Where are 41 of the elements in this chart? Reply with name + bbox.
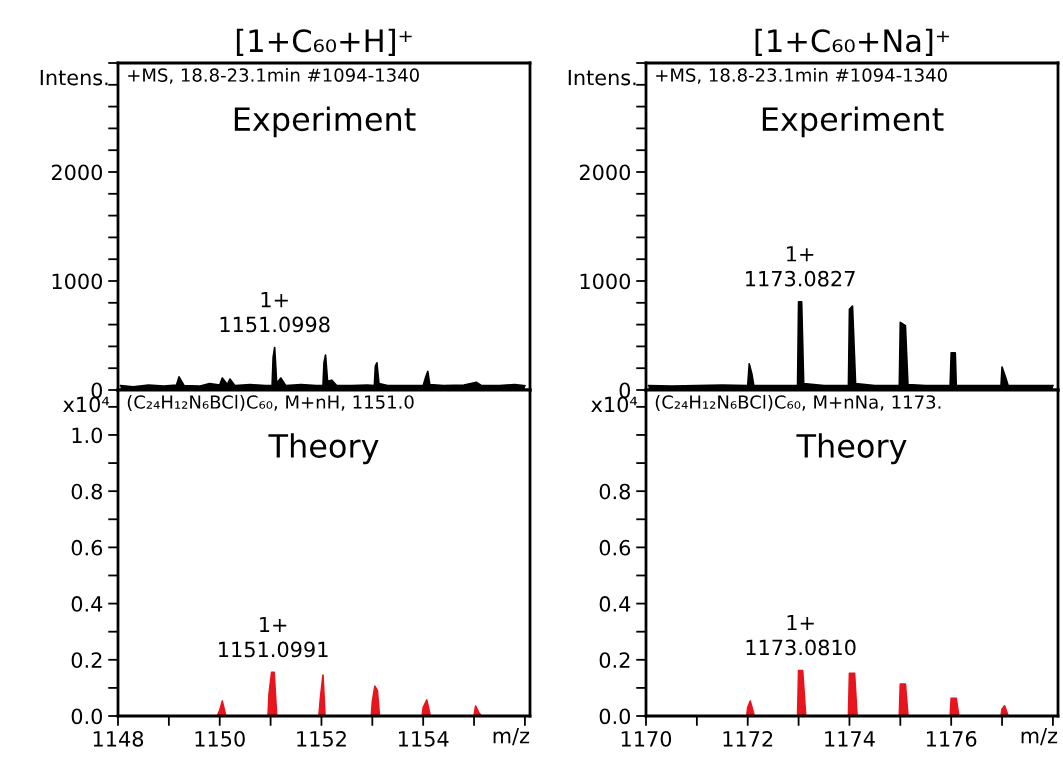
y-tick-label: 0.2 [599, 652, 630, 668]
x-tick-label: 1150 [195, 730, 245, 747]
y-tick-label: 0.2 [71, 652, 102, 668]
x-tick-label: 1148 [93, 730, 144, 747]
annotation: 1+ 1173.0827 [746, 246, 855, 287]
x-axis-title: m/z [1021, 728, 1058, 746]
annotation: 1+ 1151.0991 [219, 616, 328, 658]
annotation: Experiment [762, 106, 944, 138]
x-tick-label: 1152 [297, 730, 346, 747]
annotation: Theory [268, 433, 379, 465]
y-tick-label: 0.6 [599, 539, 631, 556]
y-tick-label: 1000 [580, 273, 631, 290]
y-tick-label: 0.8 [71, 483, 102, 500]
annotation: (C₂₄H₁₂N₆BCl)C₆₀, M+nH, 1151.0 [127, 394, 414, 411]
annotation: Theory [796, 433, 907, 465]
y-tick-label: 0.6 [71, 539, 103, 556]
y-tick-label: 0.8 [599, 483, 630, 500]
x-tick-label: 1176 [926, 730, 977, 747]
x-tick-label: 1172 [723, 730, 773, 747]
chart-title: [1+C₆₀+H]⁺ [236, 28, 412, 56]
y-tick-label: 0.0 [599, 708, 631, 725]
annotation: (C₂₄H₁₂N₆BCl)C₆₀, M+nNa, 1173. [655, 394, 941, 411]
y-tick-label: 2000 [579, 164, 631, 181]
x-tick-label: 1174 [825, 731, 875, 747]
y-tick-label: 0.4 [71, 596, 103, 612]
annotation: 1+ 1151.0998 [220, 291, 330, 333]
x-tick-label: 1170 [621, 730, 672, 747]
chart-title: [1+C₆₀+Na]⁺ [755, 28, 949, 56]
annotation: +MS, 18.8-23.1min #1094-1340 [128, 67, 419, 84]
y-tick-label: 0.0 [71, 708, 103, 725]
y-tick-label: 1000 [52, 273, 103, 290]
y-tick-label: 0.4 [599, 596, 631, 612]
y-tick-label: 2000 [51, 164, 103, 181]
y-tick-label: 1.0 [72, 427, 103, 444]
y-axis-title: Intens. [568, 69, 636, 86]
x-axis-title: m/z [493, 728, 530, 746]
annotation: +MS, 18.8-23.1min #1094-1340 [656, 67, 947, 84]
annotation: Experiment [234, 106, 416, 138]
x-tick-label: 1154 [398, 731, 449, 747]
y-axis-title: Intens. [40, 69, 108, 86]
annotation: 1+ 1173.0810 [746, 614, 856, 656]
